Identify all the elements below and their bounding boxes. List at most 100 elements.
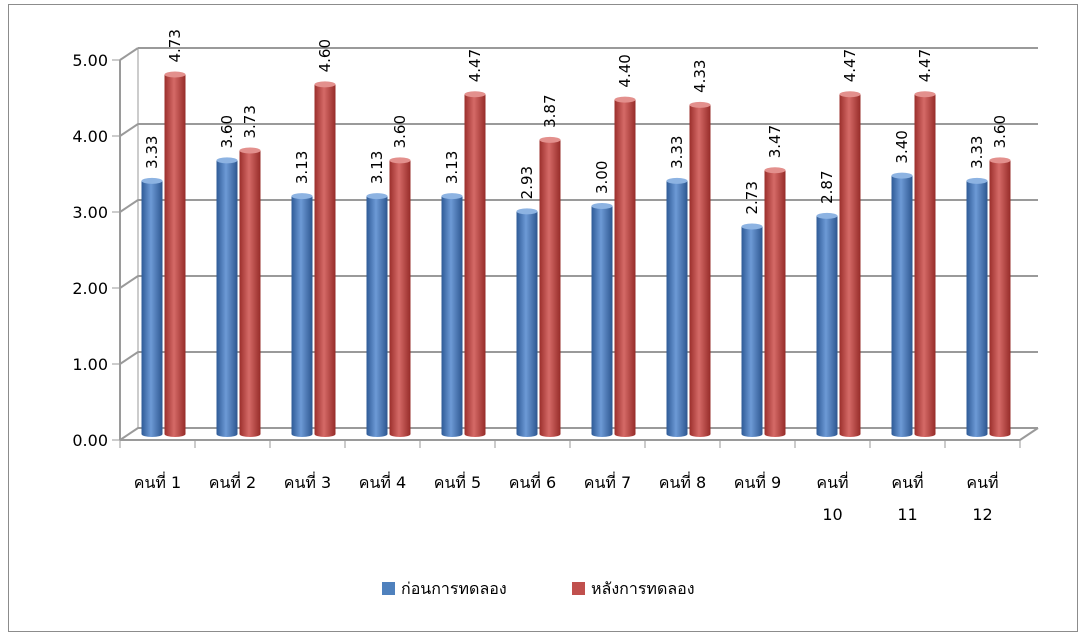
x-tick-label: คนที่ 11 xyxy=(891,471,923,524)
bar-before xyxy=(141,177,163,438)
bar-top xyxy=(816,212,838,219)
x-tick-label: คนที่ 6 xyxy=(509,471,556,492)
x-tick-label: คนที่ 3 xyxy=(284,471,331,492)
bar-body xyxy=(366,196,388,437)
bar-top xyxy=(591,203,613,209)
data-label: 3.33 xyxy=(968,136,986,169)
bar-after xyxy=(389,157,411,437)
bar-top xyxy=(141,177,163,184)
bar-before xyxy=(741,223,763,437)
bar-after xyxy=(314,81,336,438)
x-tick-label: คนที่ 9 xyxy=(734,471,781,492)
data-label: 4.33 xyxy=(691,60,709,93)
bar-before xyxy=(891,172,913,437)
bar-top xyxy=(666,177,688,184)
x-tick-label: คนที่ 12 xyxy=(966,471,998,524)
bar-body xyxy=(764,170,786,437)
bar-body xyxy=(689,104,711,438)
bar-top xyxy=(914,91,936,98)
data-label: 3.60 xyxy=(991,115,1009,148)
gridline-depth xyxy=(119,275,139,289)
bar-body xyxy=(891,175,913,437)
bar-after xyxy=(539,136,561,437)
bar-after xyxy=(689,101,711,438)
gridline-depth xyxy=(119,199,139,213)
floor-edge xyxy=(1019,427,1039,441)
bar-after xyxy=(239,147,261,437)
bar-top xyxy=(539,136,561,143)
bar-top xyxy=(239,147,261,154)
gridline-depth xyxy=(119,427,139,441)
gridline-depth xyxy=(119,123,139,137)
bar-top xyxy=(614,96,636,103)
y-tick-label: 4.00 xyxy=(72,127,108,146)
legend: ก่อนการทดลอง หลังการทดลอง xyxy=(382,579,695,598)
bar-body xyxy=(239,150,261,437)
bars xyxy=(141,71,1011,438)
bar-body xyxy=(389,160,411,437)
data-label: 3.60 xyxy=(391,115,409,148)
data-label: 3.73 xyxy=(241,105,259,138)
data-label: 2.87 xyxy=(818,170,836,203)
bar-body xyxy=(441,196,463,437)
bar-before xyxy=(816,212,838,437)
data-label: 3.87 xyxy=(541,94,559,127)
bar-top xyxy=(891,172,913,179)
bar-top xyxy=(164,71,186,78)
bar-after xyxy=(614,96,636,437)
bar-body xyxy=(966,180,988,438)
data-label: 3.47 xyxy=(766,125,784,158)
data-label: 2.93 xyxy=(518,166,536,199)
x-tick-label: คนที่ 4 xyxy=(359,471,406,492)
data-label: 4.60 xyxy=(316,39,334,72)
x-tick-label: คนที่ 10 xyxy=(816,471,848,524)
legend-swatch-before xyxy=(382,582,395,595)
bar-body xyxy=(464,94,486,437)
data-label: 3.13 xyxy=(293,151,311,184)
bar-body xyxy=(741,226,763,437)
bar-body xyxy=(591,206,613,437)
y-tick-label: 1.00 xyxy=(72,355,108,374)
bar-after xyxy=(464,91,486,437)
bar-body xyxy=(839,94,861,437)
bar-before xyxy=(291,193,313,437)
bar-top xyxy=(314,81,336,88)
bar-body xyxy=(291,196,313,437)
bar-top xyxy=(839,91,861,98)
legend-label-after: หลังการทดลอง xyxy=(591,579,695,598)
bar-before xyxy=(591,203,613,437)
bar-top xyxy=(366,193,388,200)
bar-before xyxy=(666,177,688,437)
bar-top xyxy=(764,167,786,174)
bar-after xyxy=(989,157,1011,437)
bar-before xyxy=(966,177,988,438)
bar-body xyxy=(164,74,186,438)
data-label: 4.73 xyxy=(166,29,184,62)
data-label: 3.00 xyxy=(593,161,611,194)
data-label: 3.33 xyxy=(143,136,161,169)
data-label: 3.40 xyxy=(893,130,911,163)
bar-after xyxy=(839,91,861,437)
bar-body xyxy=(989,160,1011,437)
bar-body xyxy=(914,94,936,437)
bar-top xyxy=(389,157,411,164)
bar-body xyxy=(614,99,636,437)
bar-body xyxy=(141,180,163,438)
data-label: 4.40 xyxy=(616,54,634,87)
bar-before xyxy=(516,208,538,437)
bar-body xyxy=(516,211,538,437)
bar-before xyxy=(216,157,238,437)
axes: 0.00 1.00 2.00 3.00 4.00 5.00 คนที่ 1 คนที่ 2 คน… xyxy=(72,48,1039,524)
data-label: 3.33 xyxy=(668,136,686,169)
data-label: 2.73 xyxy=(743,181,761,214)
legend-swatch-after xyxy=(572,582,585,595)
bar-top xyxy=(464,91,486,98)
bar-after xyxy=(764,167,786,437)
gridline-depth xyxy=(119,47,139,61)
bar-body xyxy=(539,139,561,437)
y-tick-label: 3.00 xyxy=(72,203,108,222)
bar-top xyxy=(291,193,313,200)
bar-body xyxy=(216,160,238,437)
data-label: 4.47 xyxy=(916,49,934,82)
